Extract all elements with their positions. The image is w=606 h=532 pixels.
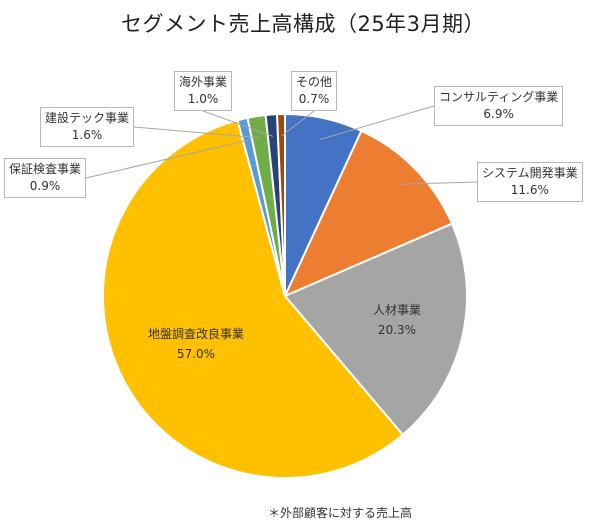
slice-label-consulting: コンサルティング事業 6.9%	[434, 86, 564, 126]
slice-label-construction-tech: 建設テック事業 1.6%	[40, 107, 135, 147]
chart-title: セグメント売上高構成（25年3月期）	[120, 12, 486, 36]
pie-slice	[282, 129, 454, 298]
leader-line	[319, 105, 435, 141]
leader-line	[133, 126, 260, 139]
slice-name: 地盤調査改良事業	[147, 327, 245, 341]
footnote: ＊外部顧客に対する売上高	[268, 506, 413, 520]
leader-line	[281, 110, 315, 137]
slice-name: システム開発事業	[482, 166, 578, 180]
pie-slice	[101, 119, 405, 479]
slice-label-hr: 人材事業 20.3%	[373, 300, 421, 340]
slice-name: 人材事業	[372, 303, 422, 317]
slice-value: 6.9%	[483, 107, 514, 121]
slice-label-overseas: 海外事業 1.0%	[174, 71, 233, 111]
slice-value: 0.7%	[298, 92, 330, 106]
slice-label-warranty-inspection: 保証検査事業 0.9%	[4, 158, 87, 198]
slice-name: その他	[296, 75, 333, 89]
slice-label-other: その他 0.7%	[291, 71, 338, 111]
slice-value: 20.3%	[377, 323, 417, 337]
leader-line	[85, 139, 248, 179]
slice-value: 1.0%	[187, 92, 219, 106]
slice-name: 海外事業	[179, 75, 228, 89]
slice-value: 1.6%	[71, 128, 103, 142]
slice-label-ground-survey: 地盤調査改良事業 57.0%	[148, 324, 244, 364]
slice-value: 11.6%	[510, 183, 549, 197]
slice-name: 建設テック事業	[45, 111, 130, 125]
slice-value: 0.9%	[29, 179, 61, 193]
leader-line	[202, 110, 274, 137]
slice-label-system-development: システム開発事業 11.6%	[477, 162, 583, 202]
pie-slice	[275, 112, 286, 297]
leader-line	[399, 181, 478, 185]
pie-slice	[283, 222, 468, 437]
slice-value: 57.0%	[176, 347, 216, 361]
slice-name: コンサルティング事業	[439, 90, 559, 104]
slice-name: 保証検査事業	[9, 162, 82, 176]
